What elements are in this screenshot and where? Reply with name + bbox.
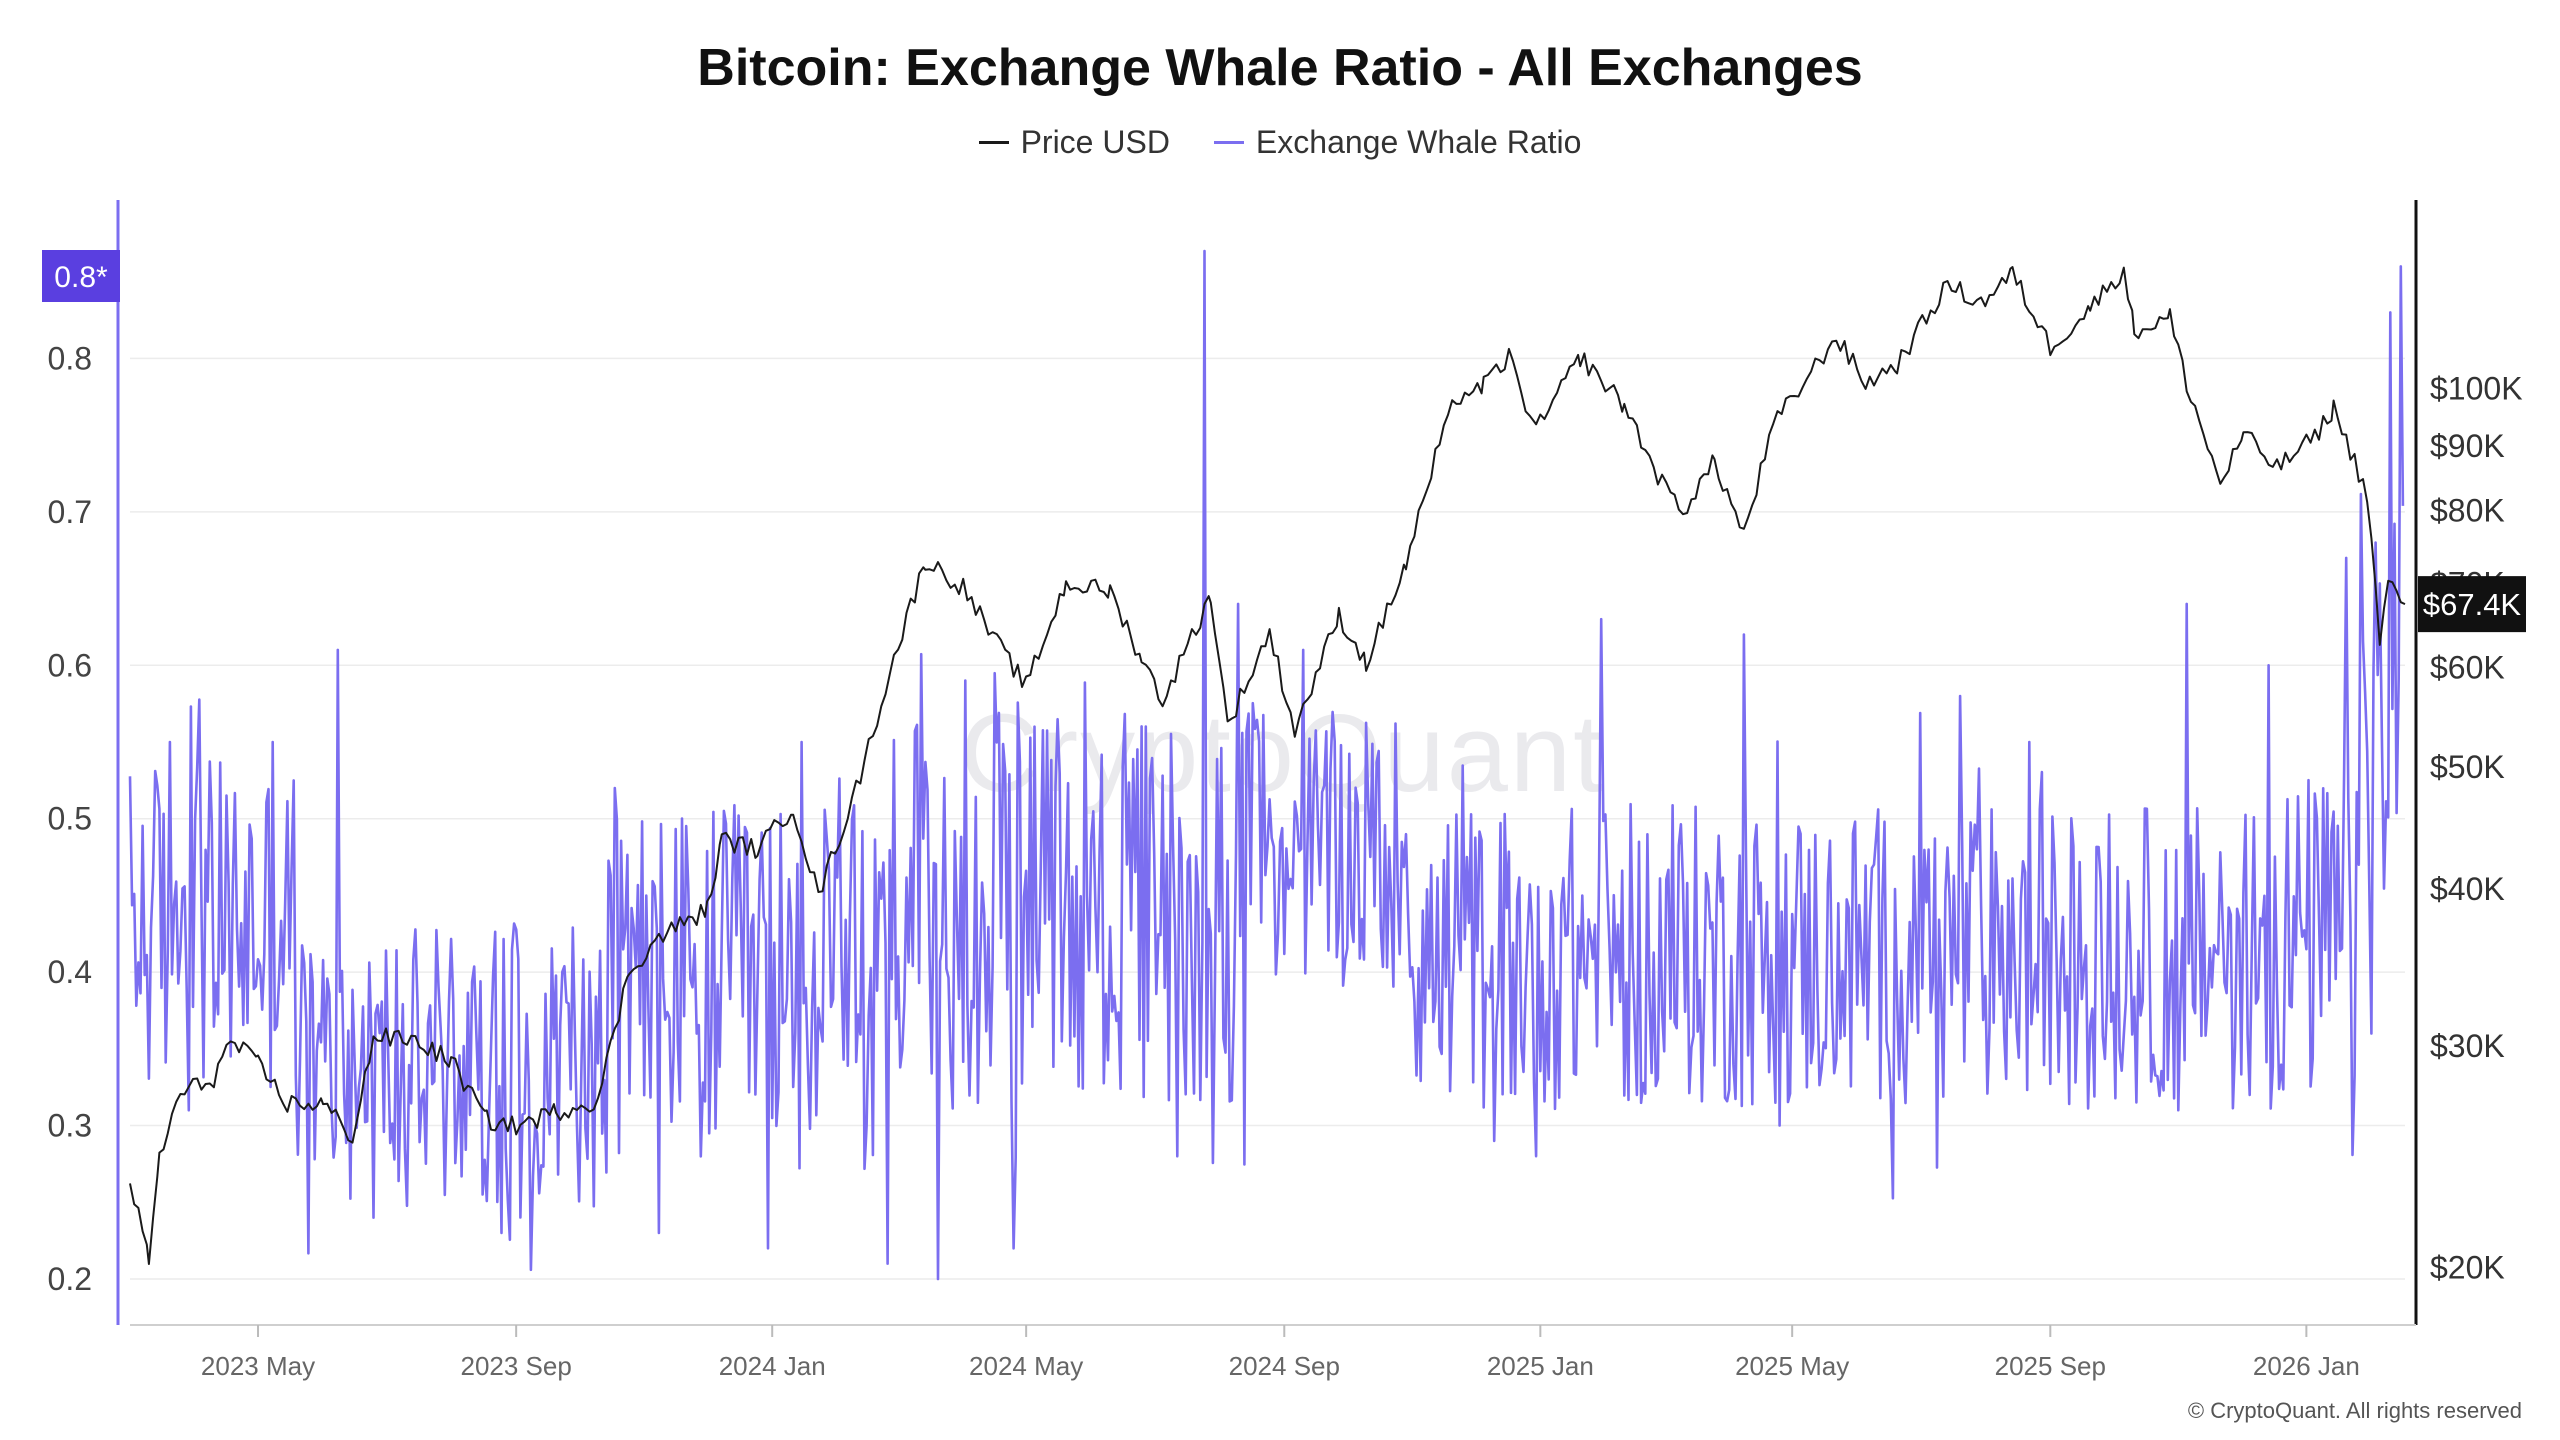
right-tick-label: $50K bbox=[2430, 749, 2505, 785]
x-tick-label: 2024 May bbox=[969, 1351, 1083, 1381]
legend-label-whale-ratio: Exchange Whale Ratio bbox=[1255, 124, 1582, 160]
left-badge-text: 0.8* bbox=[54, 261, 108, 294]
left-axis-badge: 0.8* bbox=[42, 250, 120, 302]
series-line-whale-ratio bbox=[128, 249, 2405, 1281]
right-axis-badge: $67.4K bbox=[2418, 576, 2526, 633]
right-badge-text: $67.4K bbox=[2423, 587, 2522, 622]
legend-swatch-price bbox=[978, 141, 1009, 144]
x-tick-label: 2025 May bbox=[1735, 1351, 1849, 1381]
copyright-notice: © CryptoQuant. All rights reserved bbox=[2187, 1398, 2522, 1423]
left-tick-label: 0.7 bbox=[48, 494, 92, 530]
right-tick-label: $90K bbox=[2430, 428, 2505, 464]
chart-title: Bitcoin: Exchange Whale Ratio - All Exch… bbox=[697, 39, 1863, 97]
left-tick-label: 0.8 bbox=[48, 340, 92, 376]
series-line-price bbox=[129, 266, 2406, 1265]
chart-legend: Price USD Exchange Whale Ratio bbox=[0, 124, 2560, 161]
legend-swatch-whale-ratio bbox=[1213, 141, 1244, 144]
right-tick-label: $30K bbox=[2430, 1028, 2505, 1064]
left-tick-label: 0.3 bbox=[48, 1108, 92, 1144]
legend-item-whale-ratio[interactable]: Exchange Whale Ratio bbox=[1213, 124, 1582, 161]
legend-item-price[interactable]: Price USD bbox=[978, 124, 1170, 161]
right-tick-label: $60K bbox=[2430, 650, 2505, 686]
right-tick-label: $20K bbox=[2430, 1249, 2505, 1285]
x-tick-label: 2025 Jan bbox=[1487, 1351, 1594, 1381]
x-tick-label: 2024 Sep bbox=[1229, 1351, 1340, 1381]
legend-label-price: Price USD bbox=[1020, 124, 1170, 160]
x-tick-label: 2023 May bbox=[201, 1351, 315, 1381]
right-tick-label: $100K bbox=[2430, 371, 2523, 407]
x-tick-label: 2023 Sep bbox=[460, 1351, 571, 1381]
left-tick-label: 0.6 bbox=[48, 647, 92, 683]
right-tick-label: $80K bbox=[2430, 493, 2505, 529]
x-tick-label: 2026 Jan bbox=[2253, 1351, 2360, 1381]
left-tick-label: 0.5 bbox=[48, 801, 92, 837]
right-tick-label: $40K bbox=[2430, 871, 2505, 907]
left-tick-label: 0.4 bbox=[48, 954, 92, 990]
left-tick-label: 0.2 bbox=[48, 1261, 92, 1297]
left-badge-bg bbox=[42, 250, 120, 302]
x-tick-label: 2024 Jan bbox=[719, 1351, 826, 1381]
x-tick-label: 2025 Sep bbox=[1995, 1351, 2106, 1381]
right-badge-bg bbox=[2418, 576, 2526, 633]
